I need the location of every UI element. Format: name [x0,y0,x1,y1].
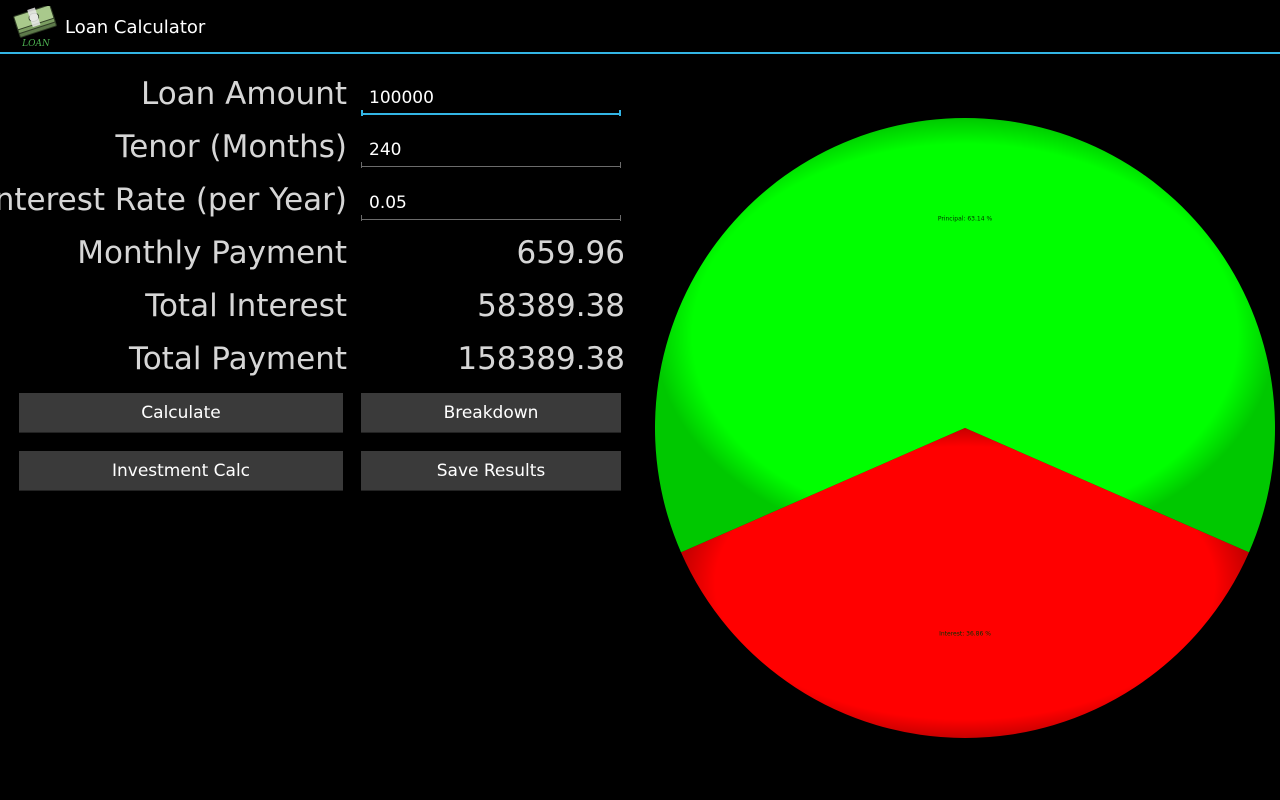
interest-rate-field-wrap [361,187,621,221]
total-interest-label: Total Interest [145,288,347,324]
field-edge [361,215,362,221]
field-edge [361,110,363,116]
app-icon-caption: LOAN [21,39,51,48]
app-title: Loan Calculator [65,17,206,38]
calculate-button[interactable]: Calculate [19,393,343,433]
tenor-label: Tenor (Months) [115,129,347,165]
loan-amount-field-wrap [361,82,621,116]
field-edge [620,162,621,168]
total-interest-value: 58389.38 [477,288,625,324]
save-results-button[interactable]: Save Results [361,451,621,491]
tenor-field-wrap [361,134,621,168]
monthly-payment-label: Monthly Payment [77,235,347,271]
field-edge [619,110,621,116]
breakdown-button[interactable]: Breakdown [361,393,621,433]
tenor-input[interactable] [361,134,621,167]
money-stack-icon[interactable]: LOAN [12,6,60,48]
pie-labels: Principal: 63.14 % Interest: 36.86 % [938,215,993,637]
total-payment-value: 158389.38 [457,341,625,377]
action-bar: LOAN Loan Calculator [0,0,1280,54]
field-edge [620,215,621,221]
loan-amount-input[interactable] [361,82,621,115]
interest-rate-input[interactable] [361,187,621,220]
pie-label-interest: Interest: 36.86 % [939,631,991,638]
total-payment-label: Total Payment [129,341,347,377]
pie-slice-interest [681,428,1249,738]
pie-slices [655,118,1275,738]
monthly-payment-value: 659.96 [516,235,625,271]
loan-breakdown-pie-chart: Principal: 63.14 % Interest: 36.86 % [655,118,1275,738]
investment-calc-button[interactable]: Investment Calc [19,451,343,491]
pie-label-principal: Principal: 63.14 % [938,215,993,222]
loan-amount-label: Loan Amount [140,76,347,112]
pie-slice-principal [655,118,1275,553]
field-edge [361,162,362,168]
interest-rate-label: Interest Rate (per Year) [0,182,347,218]
